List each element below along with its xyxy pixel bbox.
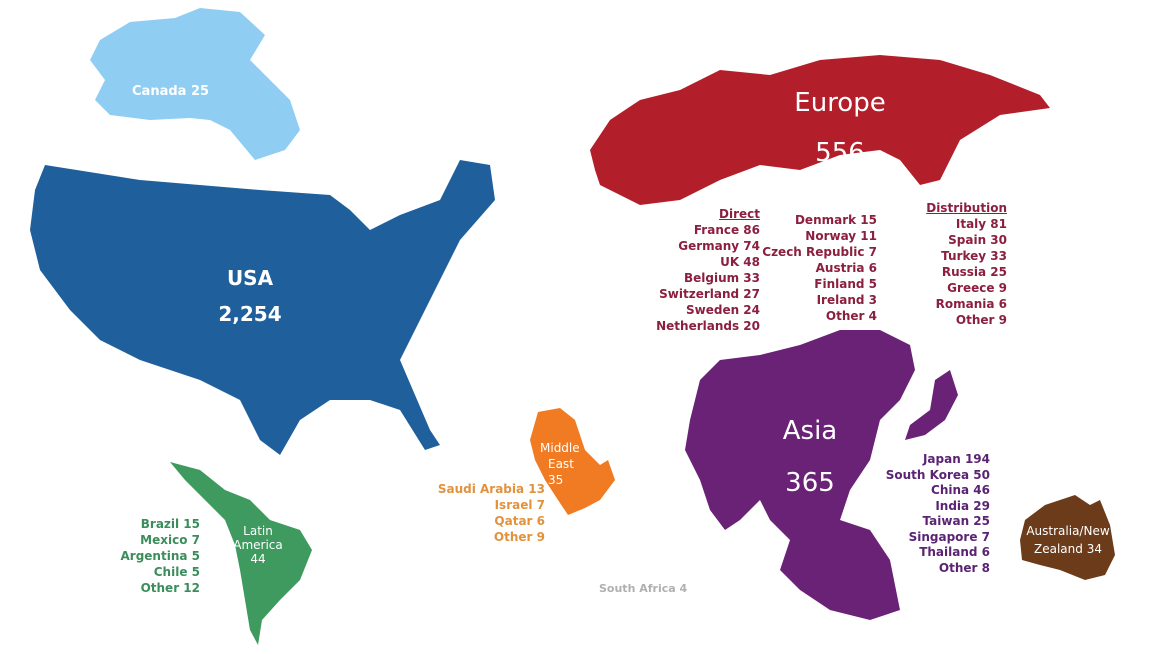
list-item: France 86 [693, 223, 760, 237]
latin-america-label: Latin America 44 [228, 524, 288, 566]
list-item: Thailand 6 [919, 545, 990, 559]
usa-name: USA [226, 266, 274, 290]
list-item: Switzerland 27 [659, 287, 760, 301]
asia-shape [685, 330, 915, 620]
canada-shape [90, 8, 300, 160]
list-item: Germany 74 [678, 239, 760, 253]
list-item: UK 48 [720, 255, 760, 269]
list-item: Middle [540, 441, 580, 455]
list-item: Other 12 [140, 581, 200, 595]
list-item: Romania 6 [935, 297, 1007, 311]
list-item: Saudi Arabia 13 [437, 482, 545, 496]
list-item: South Korea 50 [885, 467, 990, 482]
list-item: Norway 11 [805, 229, 877, 243]
list-item: Greece 9 [947, 281, 1007, 295]
list-item: Taiwan 25 [922, 514, 990, 528]
list-item: Latin [243, 524, 273, 538]
list-item: Argentina 5 [120, 549, 201, 563]
list-item: Ireland 3 [816, 293, 877, 307]
list-item: Singapore 7 [908, 529, 990, 544]
latin-america-shape [170, 462, 312, 645]
usa-value: 2,254 [218, 302, 282, 326]
list-item: Australia/New [1026, 524, 1110, 538]
direct-header: Direct [719, 207, 760, 221]
australia-label: Australia/New Zealand 34 [1018, 522, 1118, 558]
list-item: 35 [548, 473, 564, 487]
middle-east-shape [530, 408, 615, 515]
list-item: Czech Republic 7 [762, 245, 877, 259]
list-item: America [233, 538, 283, 552]
list-item: Other 9 [955, 313, 1007, 327]
usa-shape [30, 160, 495, 455]
list-item: Zealand 34 [1034, 542, 1102, 556]
list-item: Mexico 7 [140, 533, 200, 547]
europe-distribution-list: Distribution Italy 81 Spain 30 Turkey 33 Ru… [926, 200, 1007, 328]
list-item: Netherlands 20 [656, 319, 760, 333]
list-item: Sweden 24 [685, 303, 760, 317]
list-item: India 29 [935, 498, 990, 513]
japan-shape [905, 370, 958, 440]
list-item: 44 [250, 552, 266, 566]
list-item: East [548, 457, 574, 471]
list-item: Other 4 [825, 309, 877, 323]
asia-label: Asia 365 [760, 405, 860, 509]
list-item: Qatar 6 [494, 514, 545, 528]
list-item: Other 9 [493, 530, 545, 544]
list-item: Canada [132, 84, 187, 99]
list-item: Denmark 15 [794, 213, 877, 227]
europe-value: 556 [815, 138, 865, 168]
middle-east-list: Saudi Arabia 13 Israel 7 Qatar 6 Other 9 [438, 481, 545, 545]
middle-east-label: Middle East 35 [538, 440, 580, 488]
list-item: Japan 194 [922, 452, 990, 466]
list-item: Turkey 33 [941, 249, 1007, 263]
list-item: Chile 5 [153, 565, 200, 579]
latin-america-list: Brazil 15 Mexico 7 Argentina 5 Chile 5 Other… [121, 516, 201, 596]
asia-name: Asia [782, 416, 838, 446]
europe-name: Europe [794, 88, 886, 118]
list-item: Belgium 33 [683, 271, 760, 285]
asia-list: Japan 194 South Korea 50 China 46 India 29 T… [886, 452, 990, 576]
asia-value: 365 [785, 468, 835, 498]
list-item: Finland 5 [814, 277, 877, 291]
list-item: Israel 7 [494, 498, 545, 512]
australia-shape [1020, 495, 1115, 580]
list-item: Spain 30 [948, 233, 1007, 247]
south-africa-label: South Africa 4 [599, 582, 688, 595]
list-item: Other 8 [938, 560, 990, 575]
europe-label: Europe 556 [760, 78, 920, 178]
europe-shape [590, 55, 1050, 205]
list-item: 25 [190, 84, 210, 99]
list-item: Italy 81 [955, 217, 1007, 231]
list-item: China 46 [931, 483, 990, 497]
list-item: Russia 25 [941, 265, 1007, 279]
distribution-header: Distribution [926, 201, 1007, 215]
canada-label: Canada 25 [132, 84, 209, 99]
usa-label: USA 2,254 [200, 260, 300, 332]
europe-direct-list-2: Denmark 15 Norway 11 Czech Republic 7 Austr… [762, 212, 877, 324]
list-item: Brazil 15 [140, 517, 200, 531]
list-item: Austria 6 [815, 261, 877, 275]
europe-direct-list: Direct France 86 Germany 74 UK 48 Belgium 3… [656, 206, 760, 334]
